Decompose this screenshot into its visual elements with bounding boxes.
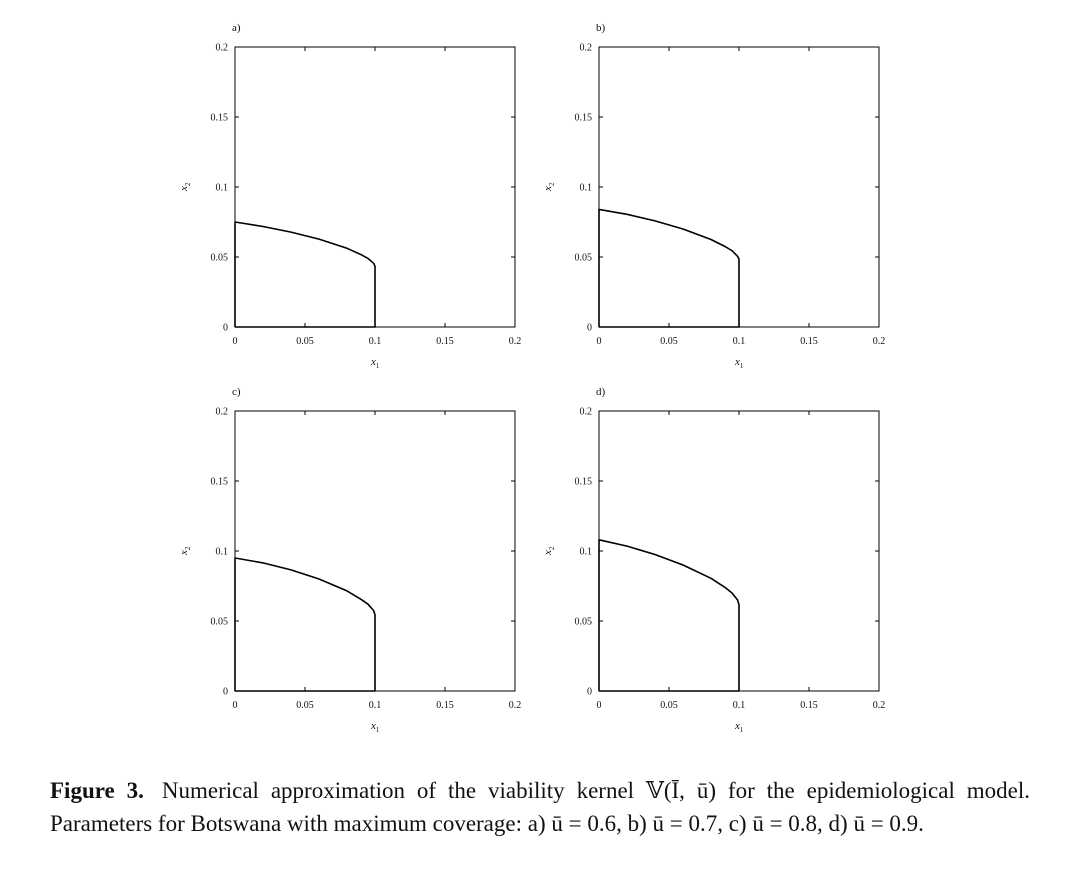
x-tick-label: 0.2	[873, 700, 886, 711]
y-tick-label: 0.15	[211, 477, 229, 488]
y-tick-label: 0.1	[580, 547, 593, 558]
x-tick-label: 0.1	[369, 336, 382, 347]
y-tick-label: 0.2	[216, 43, 229, 54]
figure-number: Figure 3.	[50, 778, 144, 803]
x-tick-label: 0	[597, 700, 602, 711]
x-tick-label: 0.05	[660, 336, 678, 347]
x-tick-label: 0.1	[369, 700, 382, 711]
y-tick-label: 0.1	[580, 183, 593, 194]
x-tick-label: 0.05	[660, 700, 678, 711]
y-axis-label: x2	[542, 182, 556, 192]
y-axis-label: x2	[178, 182, 192, 192]
y-axis-label: x2	[542, 546, 556, 556]
y-tick-label: 0.15	[575, 477, 593, 488]
chart-panel-d: d) 0 0.05 0.1 0.15 0.2 0 0.05 0.1 0.15 0.2 x1 x2	[542, 386, 885, 734]
figure-caption: Figure 3. Numerical approximation of the…	[50, 774, 1030, 840]
x-tick-label: 0.05	[296, 700, 314, 711]
x-axis-label: x1	[734, 356, 744, 370]
x-tick-label: 0.15	[436, 700, 454, 711]
y-tick-label: 0	[223, 323, 228, 334]
panel-label: a)	[232, 22, 241, 34]
x-axis-label: x1	[370, 356, 380, 370]
y-tick-label: 0.15	[211, 113, 229, 124]
y-tick-label: 0	[587, 687, 592, 698]
kernel-boundary-line	[598, 208, 740, 328]
panel-label: b)	[596, 22, 606, 34]
x-tick-label: 0.15	[436, 336, 454, 347]
y-tick-label: 0.1	[216, 183, 229, 194]
y-tick-label: 0.2	[580, 407, 593, 418]
x-axis-label: x1	[370, 720, 380, 734]
y-tick-label: 0.05	[211, 617, 229, 628]
kernel-boundary-line	[234, 557, 376, 692]
y-tick-label: 0.2	[216, 407, 229, 418]
x-tick-label: 0.2	[509, 700, 522, 711]
x-tick-label: 0.15	[800, 336, 818, 347]
x-tick-label: 0.05	[296, 336, 314, 347]
panel-label: c)	[232, 386, 241, 398]
chart-panel-c: c) 0 0.05 0.1 0.15 0.2 0 0.05 0.1 0.15 0.2 x1 x2	[178, 386, 521, 734]
y-tick-label: 0	[223, 687, 228, 698]
y-tick-label: 0.05	[211, 253, 229, 264]
x-axis-label: x1	[734, 720, 744, 734]
y-tick-label: 0.05	[575, 253, 593, 264]
kernel-boundary-line	[598, 538, 740, 692]
y-tick-label: 0.2	[580, 43, 593, 54]
chart-panel-b: b) 0 0.05 0.1 0.15 0.2 0 0.05 0.1 0.15 0.2 x1 x2	[542, 22, 885, 370]
x-tick-label: 0.1	[733, 336, 746, 347]
x-tick-label: 0	[597, 336, 602, 347]
y-axis-label: x2	[178, 546, 192, 556]
x-tick-label: 0	[233, 336, 238, 347]
x-tick-label: 0	[233, 700, 238, 711]
chart-panel-a: a) 0 0.05 0.1 0.15 0.2 0 0.05 0.1 0.15 0.2 x1 x2	[178, 22, 521, 370]
y-tick-label: 0.1	[216, 547, 229, 558]
panel-label: d)	[596, 386, 606, 398]
x-tick-label: 0.1	[733, 700, 746, 711]
x-tick-label: 0.2	[873, 336, 886, 347]
y-tick-label: 0.05	[575, 617, 593, 628]
caption-text: Numerical approximation of the viability…	[50, 778, 1031, 836]
kernel-boundary-line	[234, 221, 376, 328]
x-tick-label: 0.2	[509, 336, 522, 347]
y-tick-label: 0	[587, 323, 592, 334]
y-tick-label: 0.15	[575, 113, 593, 124]
x-tick-label: 0.15	[800, 700, 818, 711]
